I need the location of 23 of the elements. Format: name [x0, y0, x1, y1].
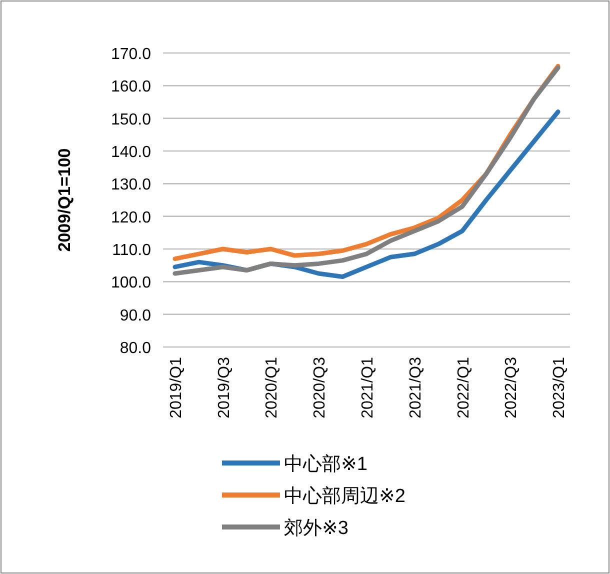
y-tick-label: 170.0 [110, 46, 152, 63]
x-tick-label: 2020/Q3 [312, 356, 329, 418]
y-axis-title: 2009/Q1=100 [55, 148, 74, 252]
y-tick-label: 110.0 [112, 242, 152, 259]
legend-label: 中心部周辺※2 [284, 485, 406, 507]
y-tick-label: 80.0 [120, 340, 152, 357]
y-tick-label: 100.0 [110, 274, 152, 292]
y-tick-label: 140.0 [110, 144, 152, 161]
x-tick-label: 2020/Q1 [264, 356, 281, 418]
x-tick-label: 2021/Q3 [407, 356, 424, 418]
x-tick-label: 2019/Q3 [216, 356, 233, 418]
x-tick-label: 2023/Q1 [551, 356, 568, 418]
x-tick-label: 2022/Q1 [455, 356, 472, 418]
y-tick-label: 90.0 [120, 307, 152, 324]
x-tick-label: 2021/Q1 [360, 356, 376, 418]
x-tick-label: 2022/Q3 [503, 356, 520, 418]
x-tick-label: 2019/Q1 [168, 356, 185, 418]
y-tick-label: 120.0 [110, 209, 152, 226]
y-tick-label: 130.0 [110, 176, 152, 194]
legend-label: 郊外※3 [284, 518, 348, 539]
y-tick-label: 160.0 [110, 78, 152, 96]
legend-label: 中心部※1 [284, 453, 368, 475]
y-tick-label: 150.0 [110, 111, 152, 128]
